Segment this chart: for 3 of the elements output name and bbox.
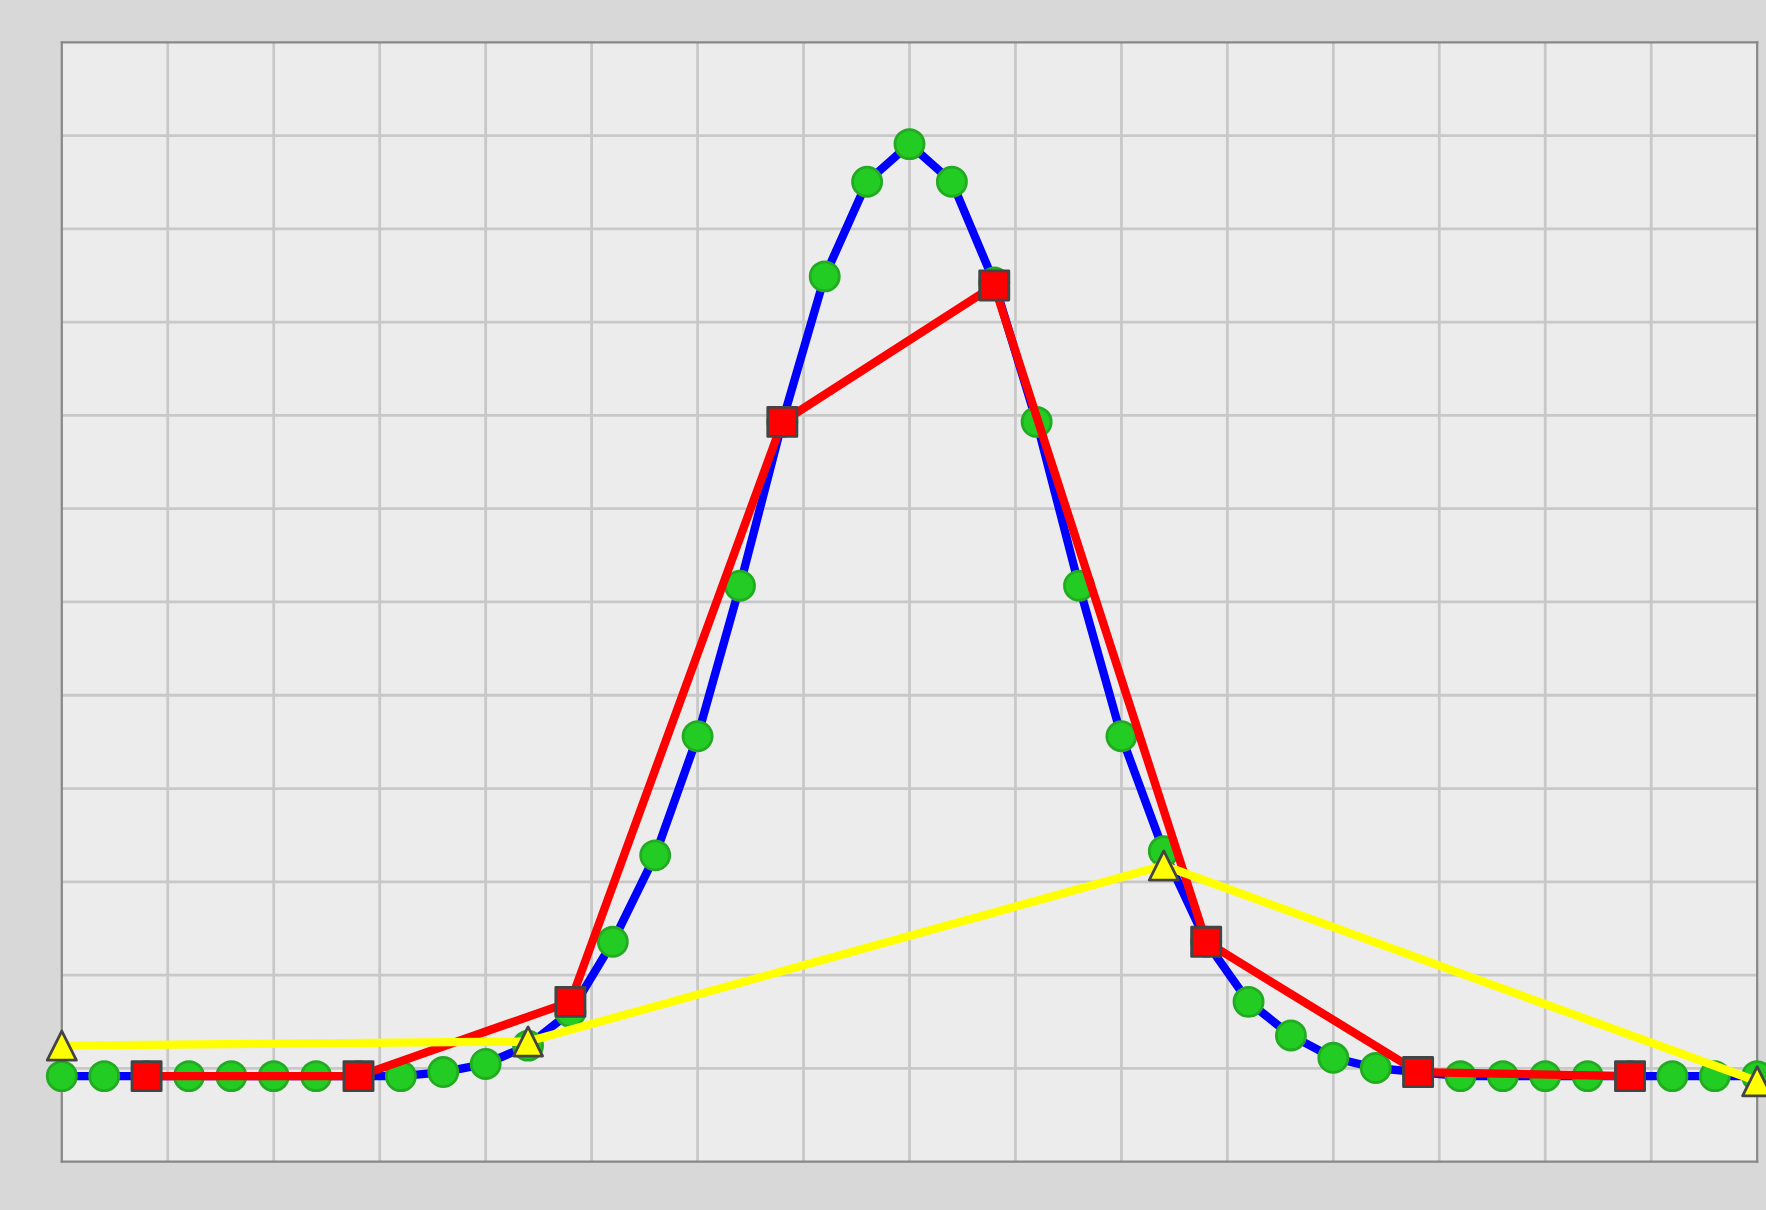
point (1147, 849, 1180, 882)
point (554, 985, 587, 1018)
point (45, 1029, 78, 1062)
